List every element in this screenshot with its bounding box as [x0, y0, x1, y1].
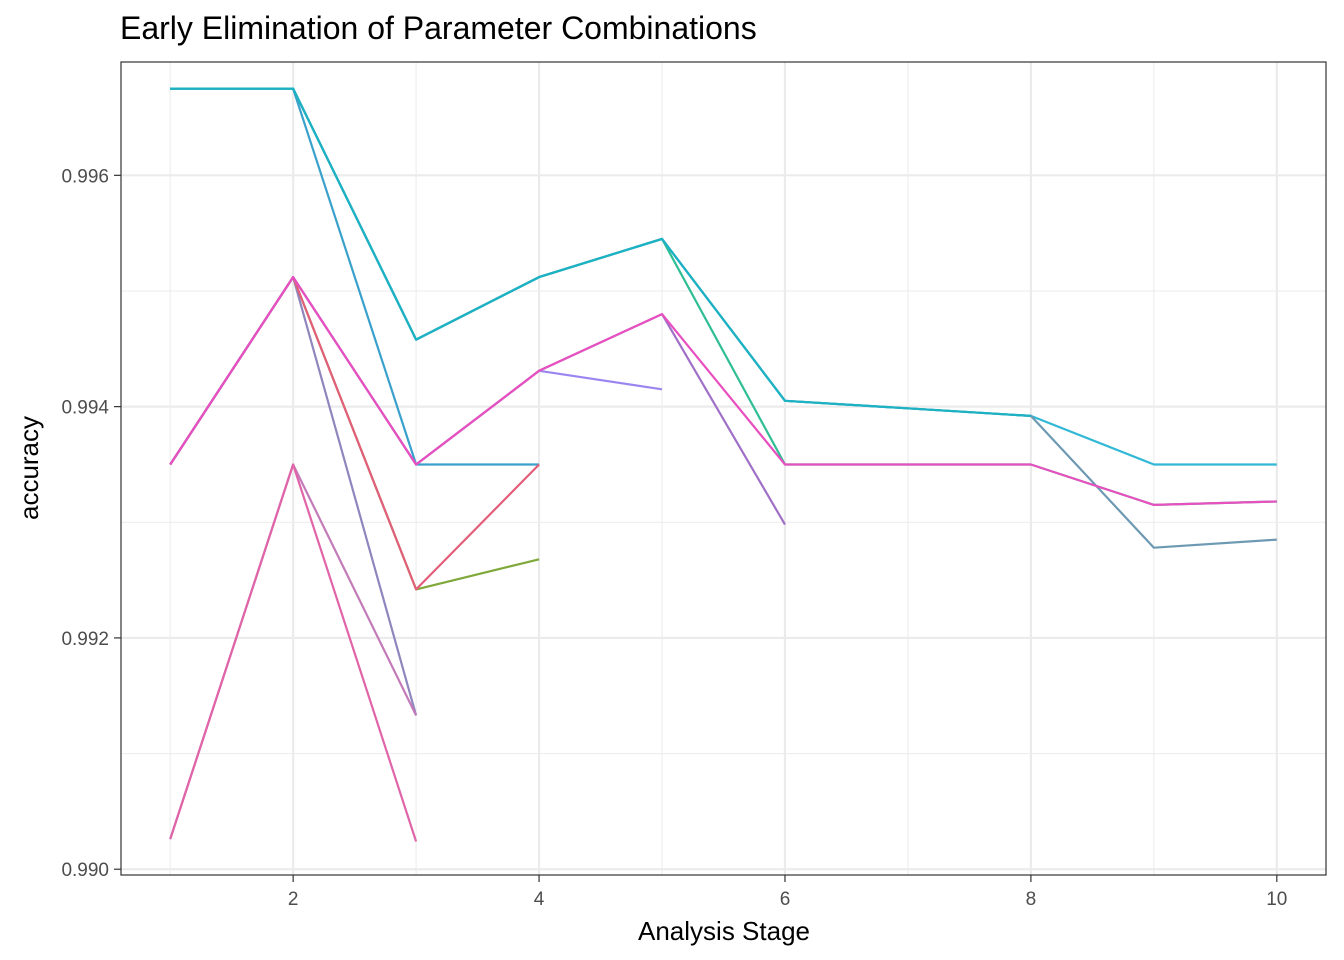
y-axis-label: accuracy — [14, 416, 44, 520]
x-tick-label: 2 — [288, 889, 299, 910]
x-tick-label: 6 — [780, 889, 791, 910]
y-tick-label: 0.996 — [61, 166, 109, 187]
plot-border — [120, 61, 1327, 876]
plot-panel — [121, 62, 1326, 875]
y-tick-label: 0.992 — [61, 629, 109, 650]
series-layer — [169, 87, 1277, 842]
y-axis: 0.990 0.992 0.994 0.996 — [61, 166, 121, 881]
series-line-11 — [169, 276, 1277, 506]
x-tick-label: 8 — [1026, 889, 1037, 910]
series-line-5 — [170, 87, 1031, 417]
x-axis: 2 4 6 8 10 — [288, 875, 1287, 910]
x-tick-label: 4 — [534, 889, 545, 910]
grid-major — [121, 62, 1326, 875]
chart-title: Early Elimination of Parameter Combinati… — [120, 10, 757, 46]
y-tick-label: 0.990 — [61, 860, 109, 881]
series-line-13 — [169, 463, 418, 842]
x-axis-label: Analysis Stage — [638, 916, 810, 946]
y-tick-label: 0.994 — [61, 398, 109, 419]
x-tick-label: 10 — [1266, 889, 1287, 910]
